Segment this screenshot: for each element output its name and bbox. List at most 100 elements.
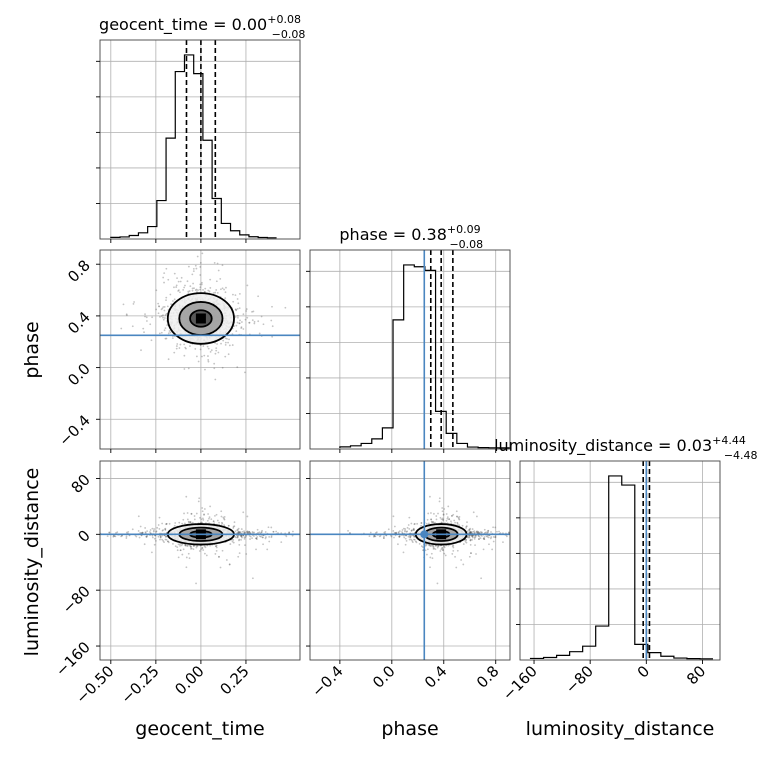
- sample-point: [468, 531, 471, 534]
- sample-point: [195, 355, 198, 358]
- sample-point: [244, 371, 246, 374]
- sample-point: [481, 535, 483, 537]
- sample-point: [458, 517, 460, 520]
- x-tick-label: 0.4: [421, 662, 451, 692]
- sample-point: [185, 566, 188, 569]
- sample-point: [204, 287, 207, 290]
- sample-point: [255, 537, 258, 540]
- sample-point: [157, 535, 160, 538]
- sample-point: [442, 513, 445, 516]
- sample-point: [258, 332, 261, 335]
- sample-point: [473, 531, 476, 534]
- panel-frame: [99, 249, 301, 450]
- sample-point: [270, 535, 273, 537]
- title-minus-error: −0.08: [449, 238, 483, 251]
- sample-point: [227, 524, 230, 527]
- sample-point: [236, 298, 239, 300]
- sample-point: [199, 261, 202, 264]
- sample-point: [186, 518, 189, 521]
- density-peak: [195, 313, 206, 324]
- sample-point: [413, 535, 416, 538]
- sample-point: [468, 528, 471, 531]
- sample-point: [429, 544, 432, 547]
- sample-point: [429, 556, 432, 559]
- sample-point: [122, 303, 125, 306]
- sample-point: [492, 526, 495, 529]
- sample-point: [243, 537, 246, 540]
- sample-point: [164, 527, 167, 530]
- sample-point: [221, 287, 224, 290]
- sample-point: [397, 543, 399, 546]
- sample-point: [465, 527, 467, 529]
- sample-point: [154, 534, 157, 537]
- sample-point: [166, 324, 169, 327]
- sample-point: [271, 325, 274, 328]
- sample-point: [202, 519, 205, 521]
- sample-point: [238, 322, 241, 325]
- sample-point: [369, 531, 372, 534]
- sample-point: [191, 289, 194, 292]
- sample-point: [292, 530, 294, 533]
- sample-point: [173, 286, 175, 289]
- sample-point: [167, 358, 170, 361]
- sample-point: [228, 563, 231, 566]
- sample-point: [164, 337, 167, 340]
- panel-1-0: [100, 250, 300, 449]
- sample-point: [430, 518, 433, 521]
- sample-point: [145, 316, 148, 319]
- sample-point: [428, 544, 431, 546]
- sample-point: [217, 351, 220, 354]
- sample-point: [172, 542, 174, 545]
- sample-point: [246, 515, 249, 518]
- sample-point: [469, 531, 472, 534]
- sample-point: [165, 337, 168, 340]
- sample-point: [216, 519, 219, 522]
- sample-point: [127, 530, 130, 533]
- sample-point: [237, 316, 239, 319]
- sample-point: [210, 518, 213, 521]
- sample-point: [469, 530, 471, 533]
- sample-point: [257, 295, 260, 298]
- sample-point: [223, 517, 225, 520]
- sample-point: [184, 346, 187, 349]
- sample-point: [478, 538, 480, 540]
- sample-point: [165, 523, 168, 525]
- sample-point: [271, 305, 273, 308]
- sample-point: [425, 522, 428, 525]
- sample-point: [137, 515, 140, 518]
- sample-point: [219, 566, 222, 569]
- sample-point: [253, 531, 256, 534]
- sample-point: [139, 525, 142, 528]
- sample-point: [220, 510, 223, 513]
- panel-frame: [309, 249, 511, 450]
- sample-point: [441, 517, 444, 520]
- sample-point: [166, 305, 169, 308]
- sample-point: [490, 531, 492, 533]
- sample-point: [215, 549, 218, 552]
- sample-point: [106, 535, 109, 538]
- sample-point: [184, 544, 187, 547]
- x-tick-label: 0.25: [216, 662, 252, 698]
- title-median: geocent_time = 0.00: [99, 15, 267, 35]
- sample-point: [268, 540, 271, 543]
- sample-point: [193, 518, 196, 521]
- sample-point: [239, 532, 242, 534]
- sample-point: [155, 530, 158, 533]
- sample-point: [475, 531, 478, 534]
- sample-point: [223, 288, 225, 291]
- x-tick-label: −0.4: [308, 662, 346, 700]
- sample-point: [162, 318, 165, 321]
- sample-point: [468, 528, 471, 531]
- sample-point: [237, 555, 240, 558]
- sample-point: [256, 538, 258, 540]
- sample-point: [206, 519, 209, 522]
- sample-point: [203, 290, 206, 293]
- sample-point: [243, 531, 246, 534]
- sample-point: [478, 531, 481, 534]
- sample-point: [203, 545, 206, 548]
- sample-point: [432, 546, 435, 549]
- sample-point: [222, 516, 225, 519]
- sample-point: [203, 513, 205, 516]
- y-tick-label: 0.8: [64, 256, 94, 286]
- sample-point: [393, 536, 395, 539]
